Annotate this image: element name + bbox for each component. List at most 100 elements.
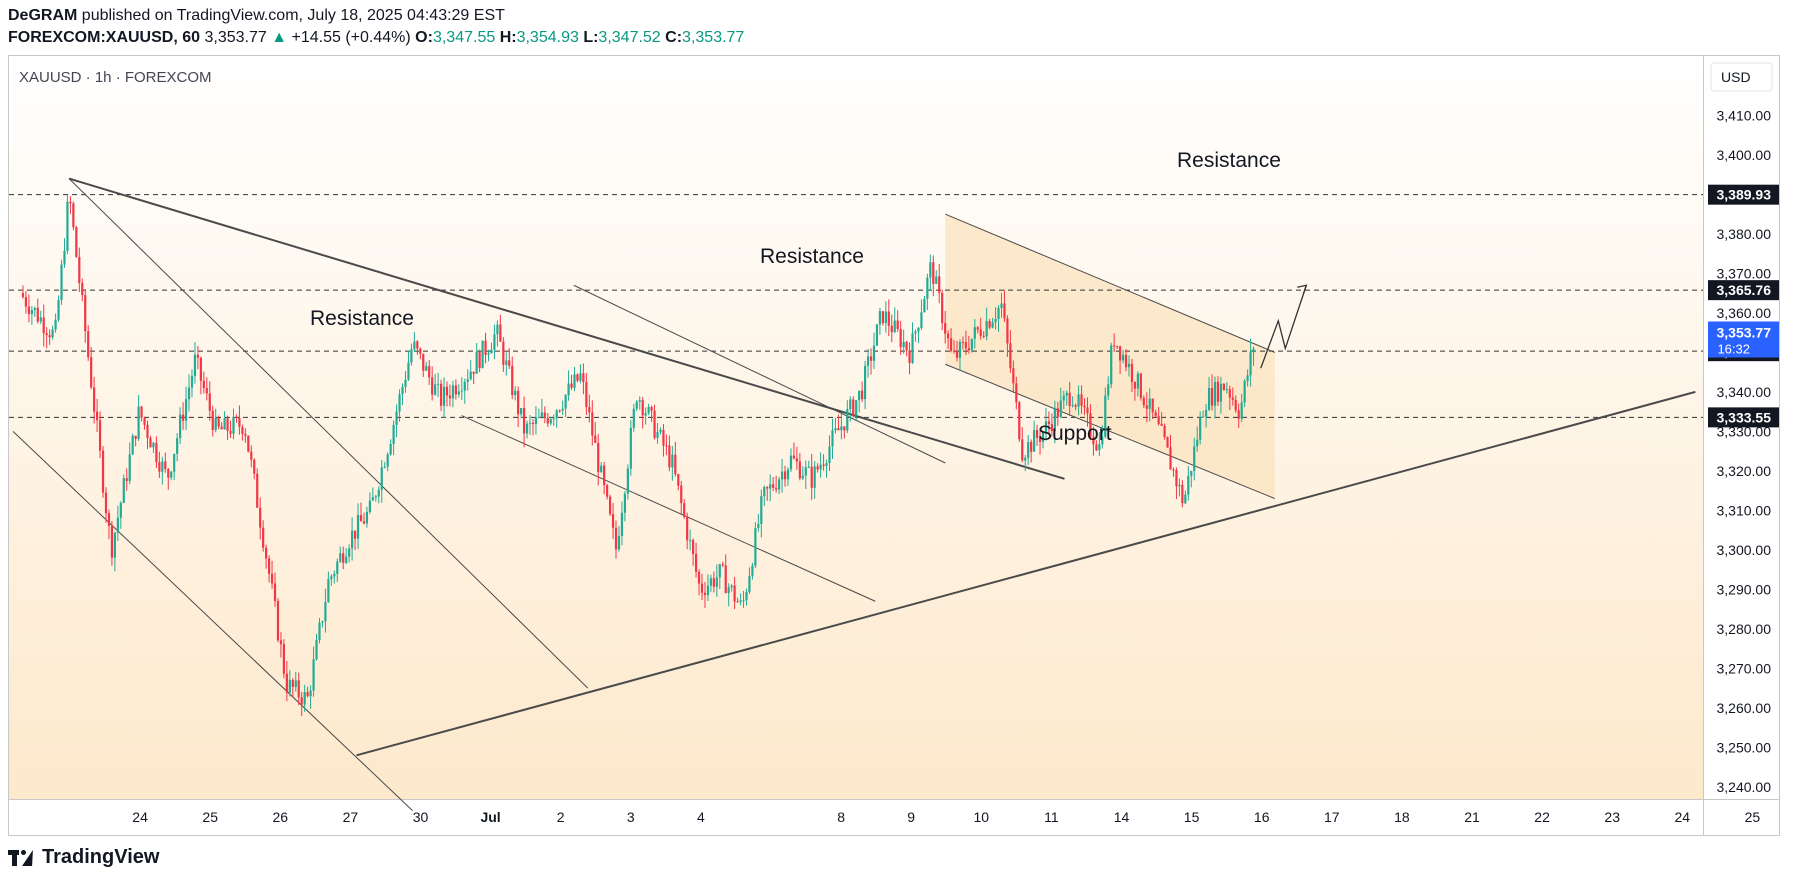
candle-body xyxy=(552,418,555,420)
candle-body xyxy=(780,471,784,480)
candle-body xyxy=(606,485,609,497)
open-value: 3,347.55 xyxy=(432,29,496,46)
candle-body xyxy=(712,578,715,587)
candle-body xyxy=(445,386,449,396)
projection-path[interactable] xyxy=(1260,284,1308,369)
y-tick-label: 3,330.00 xyxy=(1717,423,1772,439)
candle-body xyxy=(451,385,455,399)
candle-body xyxy=(413,341,416,350)
candle-body xyxy=(1142,397,1145,406)
candle-body xyxy=(457,391,460,395)
candle-body xyxy=(721,564,724,566)
candle-body xyxy=(801,475,804,479)
x-tick-label: 4 xyxy=(697,809,705,825)
x-tick-label: 3 xyxy=(627,809,635,825)
candle-body xyxy=(149,438,152,448)
candle-body xyxy=(697,571,701,584)
y-tick-label: 3,280.00 xyxy=(1717,621,1772,637)
candle-body xyxy=(914,331,917,334)
candle-body xyxy=(617,536,621,550)
candle-body xyxy=(1207,387,1211,410)
candle-body xyxy=(706,585,710,596)
candle-body xyxy=(629,427,632,469)
candle-body xyxy=(469,371,472,380)
candle-body xyxy=(1104,395,1107,437)
candle-body xyxy=(389,443,392,455)
candle-body xyxy=(579,373,582,381)
high-label: H: xyxy=(499,29,517,46)
candle-body xyxy=(134,435,137,439)
candle-body xyxy=(994,319,997,323)
candle-body xyxy=(1166,437,1169,448)
candle-body xyxy=(908,350,911,363)
candle-body xyxy=(949,338,953,351)
candle-body xyxy=(1098,444,1101,451)
candle-body xyxy=(1231,397,1234,400)
y-tick-label: 3,340.00 xyxy=(1717,384,1772,400)
candle-body xyxy=(766,486,769,489)
candle-body xyxy=(1107,384,1110,396)
trendline-4 xyxy=(356,390,1696,757)
candle-body xyxy=(1213,381,1217,406)
candle-body xyxy=(1157,416,1160,424)
candle-body xyxy=(448,395,452,399)
candle-body xyxy=(638,400,641,402)
candle-body xyxy=(884,311,887,324)
candle-body xyxy=(1041,432,1045,442)
candle-body xyxy=(196,354,200,358)
candle-body xyxy=(321,621,324,623)
candle-body xyxy=(819,464,822,470)
x-tick-label: 9 xyxy=(907,809,915,825)
price-axis-area[interactable] xyxy=(1704,56,1779,799)
candle-body xyxy=(1086,407,1089,414)
candle-body xyxy=(131,435,134,455)
candle-body xyxy=(1038,437,1042,442)
candle-body xyxy=(1169,447,1172,470)
candle-body xyxy=(439,383,443,406)
candle-body xyxy=(703,592,707,596)
candle-body xyxy=(202,380,205,389)
x-tick-label: 23 xyxy=(1604,809,1620,825)
candle-body xyxy=(226,418,229,431)
candle-body xyxy=(1119,346,1122,361)
symbol-legend[interactable]: XAUUSD · 1h · FOREXCOM xyxy=(19,69,212,86)
trendline-3 xyxy=(461,415,876,602)
candle-body xyxy=(1219,383,1223,402)
candle-body xyxy=(27,306,30,315)
support-label: Support xyxy=(1038,422,1112,445)
descending-channel[interactable] xyxy=(945,214,1275,499)
author-name[interactable]: DeGRAM xyxy=(8,7,78,24)
y-tick-label: 3,410.00 xyxy=(1717,107,1772,123)
candle-body xyxy=(1035,429,1039,438)
trendlines[interactable] xyxy=(12,177,1696,811)
candle-body xyxy=(588,407,591,413)
candle-body xyxy=(709,578,712,586)
candle-body xyxy=(591,412,594,436)
candle-body xyxy=(152,442,155,448)
candle-body xyxy=(700,583,704,593)
trendline-6 xyxy=(945,213,1275,353)
candle-body xyxy=(1133,382,1137,389)
candle-body xyxy=(623,493,627,513)
candle-body xyxy=(336,561,339,574)
candle-body xyxy=(1077,394,1080,407)
current-price-tag xyxy=(1708,321,1779,358)
candle-body xyxy=(339,553,342,562)
tradingview-logo[interactable]: TradingView xyxy=(8,846,159,869)
currency-button[interactable] xyxy=(1710,62,1773,92)
candle-body xyxy=(442,386,446,406)
candle-body xyxy=(686,516,689,541)
candle-body xyxy=(505,360,508,365)
close-label: C: xyxy=(665,29,683,46)
candle-body xyxy=(273,583,277,602)
candle-body xyxy=(804,467,807,476)
candle-body xyxy=(674,454,677,475)
candle-body xyxy=(813,466,816,488)
candle-body xyxy=(90,357,93,388)
trendline-7 xyxy=(945,363,1275,500)
candle-body xyxy=(436,383,440,385)
candle-body xyxy=(33,307,36,310)
candle-body xyxy=(1065,392,1068,396)
candle-body xyxy=(235,416,238,418)
